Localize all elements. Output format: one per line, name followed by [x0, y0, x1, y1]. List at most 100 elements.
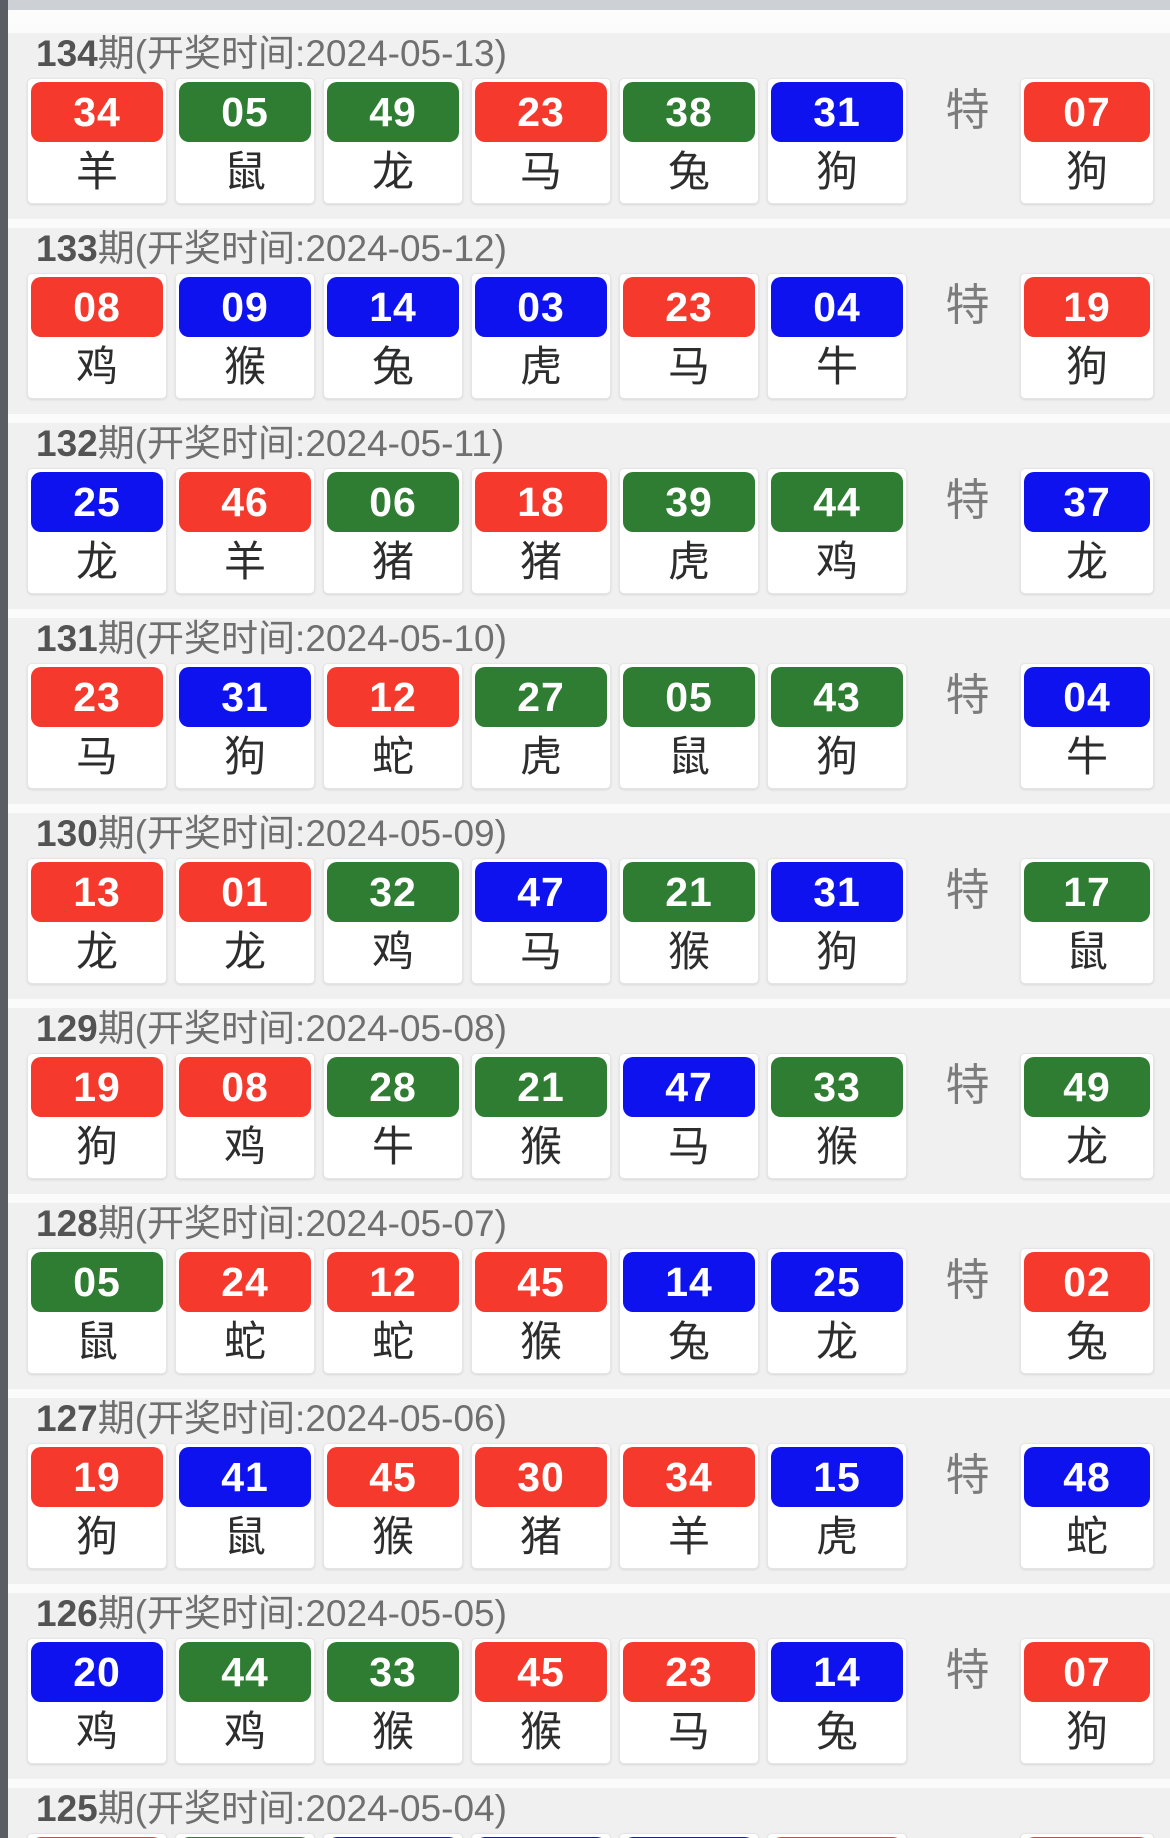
- number-ball: 23: [623, 277, 755, 337]
- special-marker-label: 特: [945, 866, 990, 915]
- zodiac-label: 虎: [815, 1513, 858, 1560]
- result-cell: 20 鸡: [27, 1638, 167, 1764]
- result-cell: 34 羊: [619, 1443, 759, 1569]
- result-cell: [471, 1833, 611, 1838]
- number-ball: 34: [31, 82, 163, 142]
- result-cell: 34 羊: [27, 78, 167, 204]
- period-header: 132期(开奖时间:2024-05-11): [0, 423, 1170, 465]
- result-cell: 27 虎: [471, 663, 611, 789]
- zodiac-label: 鼠: [223, 148, 266, 195]
- number-ball: 45: [327, 1447, 459, 1507]
- zodiac-label: 蛇: [371, 1318, 414, 1365]
- zodiac-label: 兔: [815, 1708, 858, 1755]
- number-ball: 28: [327, 1057, 459, 1117]
- period-number: 131: [36, 618, 98, 659]
- period-title: 期(开奖时间:2024-05-07): [97, 1203, 507, 1244]
- special-cell: 48 蛇: [1020, 1443, 1154, 1569]
- zodiac-label: 鸡: [75, 1708, 118, 1755]
- zodiac-label: 狗: [815, 928, 858, 975]
- special-zodiac-label: 牛: [1065, 733, 1108, 780]
- period-title: 期(开奖时间:2024-05-06): [97, 1398, 507, 1439]
- zodiac-label: 猪: [519, 538, 562, 585]
- result-cell: 45 猴: [323, 1443, 463, 1569]
- number-ball: 05: [623, 667, 755, 727]
- number-ball: 31: [771, 862, 903, 922]
- result-cell: 12 蛇: [323, 663, 463, 789]
- zodiac-label: 鸡: [223, 1123, 266, 1170]
- period-block: 134期(开奖时间:2024-05-13) 34 羊 05 鼠 49 龙 23 马 38 兔 31 狗 特…: [0, 24, 1170, 219]
- result-cell: 15 虎: [767, 1443, 907, 1569]
- result-cell: 06 猪: [323, 468, 463, 594]
- period-title: 期(开奖时间:2024-05-08): [97, 1008, 507, 1049]
- number-ball: 15: [771, 1447, 903, 1507]
- special-zodiac-label: 狗: [1065, 148, 1108, 195]
- zodiac-label: 羊: [223, 538, 266, 585]
- zodiac-label: 龙: [815, 1318, 858, 1365]
- number-ball: 44: [771, 472, 903, 532]
- result-cell: 05 鼠: [175, 78, 315, 204]
- result-cell: 23 马: [619, 273, 759, 399]
- number-ball: 18: [475, 472, 607, 532]
- result-cell: 04 牛: [767, 273, 907, 399]
- result-cell: [27, 1833, 167, 1838]
- results-row: 19 狗 41 鼠 45 猴 30 猪 34 羊 15 虎 特 48 蛇: [0, 1443, 1170, 1569]
- number-ball: 24: [179, 1252, 311, 1312]
- number-ball: 12: [327, 667, 459, 727]
- zodiac-label: 猴: [667, 928, 710, 975]
- results-row: 25 龙 46 羊 06 猪 18 猪 39 虎 44 鸡 特 37 龙: [0, 468, 1170, 594]
- period-header: 125期(开奖时间:2024-05-04): [0, 1788, 1170, 1830]
- number-ball: 05: [179, 82, 311, 142]
- result-cell: 43 狗: [767, 663, 907, 789]
- zodiac-label: 猴: [371, 1513, 414, 1560]
- number-ball: 46: [179, 472, 311, 532]
- period-number: 130: [36, 813, 98, 854]
- top-gap: [0, 10, 1170, 24]
- number-ball: 08: [179, 1057, 311, 1117]
- number-ball: 14: [771, 1642, 903, 1702]
- result-cell: 19 狗: [27, 1443, 167, 1569]
- special-marker-label: 特: [945, 1451, 990, 1500]
- results-row: 19 狗 08 鸡 28 牛 21 猴 47 马 33 猴 特 49 龙: [0, 1053, 1170, 1179]
- period-block: 126期(开奖时间:2024-05-05) 20 鸡 44 鸡 33 猴 45 猴 23 马 14 兔 特…: [0, 1584, 1170, 1779]
- zodiac-label: 虎: [667, 538, 710, 585]
- zodiac-label: 兔: [667, 148, 710, 195]
- result-cell: 21 猴: [471, 1053, 611, 1179]
- special-number-ball: 17: [1024, 862, 1150, 922]
- period-block: 129期(开奖时间:2024-05-08) 19 狗 08 鸡 28 牛 21 猴 47 马 33 猴 特…: [0, 999, 1170, 1194]
- result-cell: 41 鼠: [175, 1443, 315, 1569]
- result-cell: 13 龙: [27, 858, 167, 984]
- result-cell: 28 牛: [323, 1053, 463, 1179]
- results-row: 20 鸡 44 鸡 33 猴 45 猴 23 马 14 兔 特 07 狗: [0, 1638, 1170, 1764]
- period-block: 130期(开奖时间:2024-05-09) 13 龙 01 龙 32 鸡 47 马 21 猴 31 狗 特…: [0, 804, 1170, 999]
- result-cell: 08 鸡: [27, 273, 167, 399]
- period-header: 134期(开奖时间:2024-05-13): [0, 33, 1170, 75]
- number-ball: 05: [31, 1252, 163, 1312]
- left-edge-bar: [0, 0, 8, 1838]
- period-number: 125: [36, 1788, 98, 1829]
- result-cell: [323, 1833, 463, 1838]
- zodiac-label: 狗: [815, 733, 858, 780]
- special-number-ball: 19: [1024, 277, 1150, 337]
- result-cell: 49 龙: [323, 78, 463, 204]
- number-ball: 06: [327, 472, 459, 532]
- number-ball: 01: [179, 862, 311, 922]
- period-title: 期(开奖时间:2024-05-04): [97, 1788, 507, 1829]
- result-cell: 19 狗: [27, 1053, 167, 1179]
- zodiac-label: 蛇: [371, 733, 414, 780]
- result-cell: 01 龙: [175, 858, 315, 984]
- zodiac-label: 猴: [519, 1318, 562, 1365]
- zodiac-label: 兔: [667, 1318, 710, 1365]
- special-marker-label: 特: [945, 671, 990, 720]
- period-block: 131期(开奖时间:2024-05-10) 23 马 31 狗 12 蛇 27 虎 05 鼠 43 狗 特…: [0, 609, 1170, 804]
- zodiac-label: 兔: [371, 343, 414, 390]
- special-zodiac-label: 狗: [1065, 1708, 1108, 1755]
- result-cell: 31 狗: [767, 78, 907, 204]
- result-cell: 38 兔: [619, 78, 759, 204]
- result-cell: [175, 1833, 315, 1838]
- number-ball: 34: [623, 1447, 755, 1507]
- zodiac-label: 狗: [815, 148, 858, 195]
- result-cell: 24 蛇: [175, 1248, 315, 1374]
- period-title: 期(开奖时间:2024-05-11): [97, 423, 505, 464]
- result-cell: 09 猴: [175, 273, 315, 399]
- zodiac-label: 猪: [519, 1513, 562, 1560]
